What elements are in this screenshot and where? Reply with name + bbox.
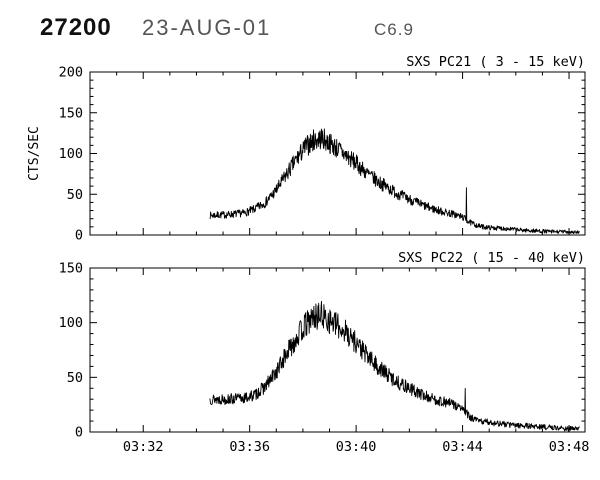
y-tick-label: 50 (67, 187, 83, 203)
y-tick-label: 100 (59, 315, 83, 331)
panel-title: SXS PC22 ( 15 - 40 keV) (398, 250, 585, 266)
x-tick-label: 03:40 (336, 439, 377, 455)
light-curve-trace (209, 128, 580, 235)
plot-frame (89, 267, 586, 433)
x-tick-label: 03:32 (123, 439, 164, 455)
panel-title: SXS PC21 ( 3 - 15 keV) (406, 54, 585, 70)
y-tick-label: 0 (75, 228, 83, 244)
x-tick-label: 03:44 (442, 439, 483, 455)
y-tick-label: 150 (59, 105, 83, 121)
goes-class: C6.9 (374, 20, 414, 39)
x-tick-label: 03:36 (229, 439, 270, 455)
light-curve-trace (209, 300, 580, 432)
panel-2: 03:32 03:36 03:40 03:44 03:48 0 50 100 150 SXS PC… (59, 250, 590, 455)
x-tick-label: 03:48 (549, 439, 590, 455)
y-tick-label: 200 (59, 65, 83, 81)
header: 27200 23-AUG-01 C6.9 (0, 0, 600, 55)
y-tick-label: 0 (75, 425, 83, 441)
y-tick-label: 100 (59, 146, 83, 162)
y-tick-label: 150 (59, 261, 83, 277)
flare-number: 27200 (40, 14, 112, 41)
panel-1: 0 50 100 150 200 SXS PC21 ( 3 - 15 keV) CTS/SE… (27, 54, 586, 244)
y-axis-label: CTS/SEC (27, 126, 42, 181)
observation-date: 23-AUG-01 (142, 15, 272, 40)
y-tick-label: 50 (67, 370, 83, 386)
